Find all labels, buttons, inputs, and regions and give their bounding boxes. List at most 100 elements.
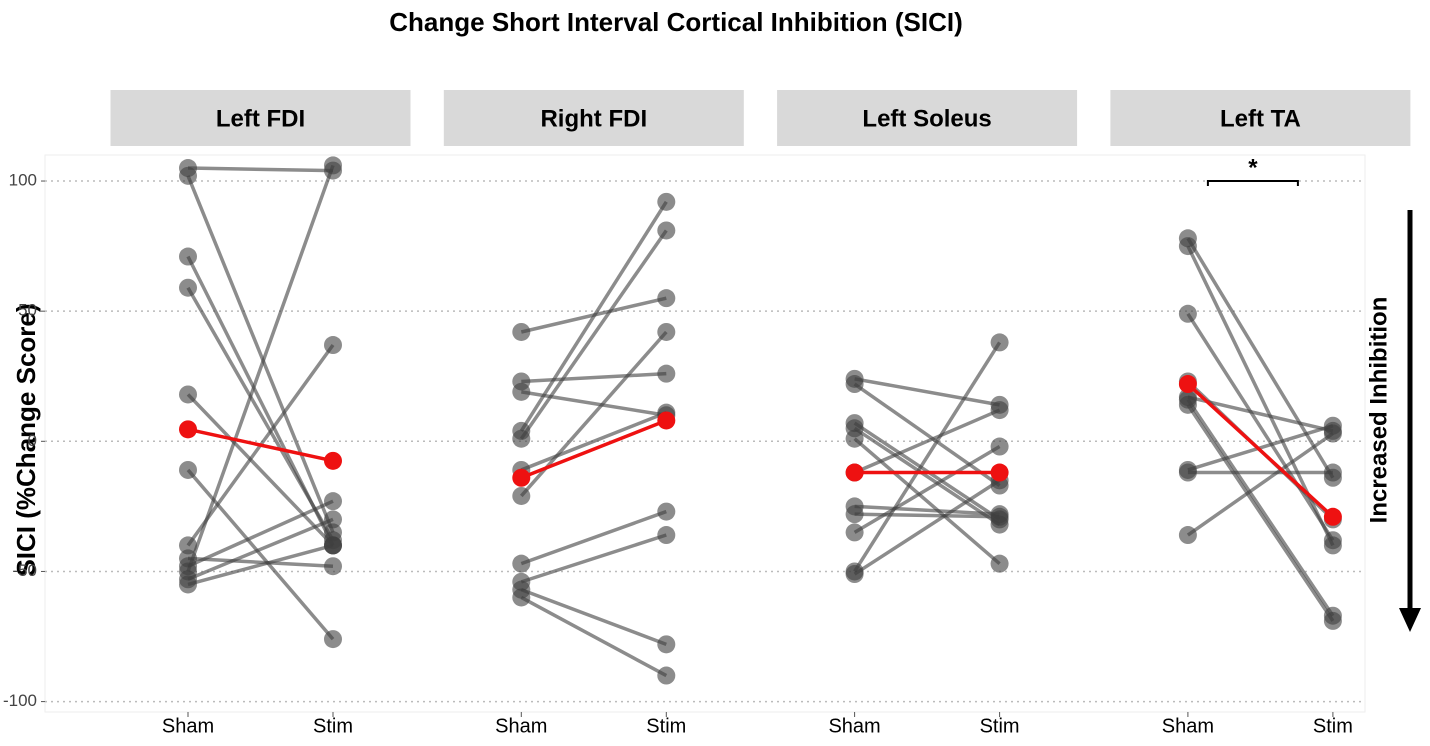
arrow-head [1399,608,1421,632]
subject-line [853,341,1002,573]
strip-label: Left FDI [216,105,305,132]
subject-line [1187,424,1334,472]
mean-point [179,420,197,439]
subject-point [179,536,197,555]
subject-point [845,419,864,438]
subject-point [512,322,531,341]
x-tick-label: Sham [828,715,880,737]
subject-point [657,221,676,240]
subject-point [179,166,197,185]
subject-point [1323,611,1342,630]
strip [110,90,411,146]
subject-line [519,229,668,440]
subject-line [1187,395,1334,433]
subject-point [657,526,676,545]
subject-point [179,278,197,297]
subject-point [845,505,864,524]
x-tick-label: Sham [495,715,547,737]
subject-point [1178,463,1197,482]
subject-point [1178,237,1197,256]
subject-line [853,408,1001,475]
subject-line [186,468,335,641]
strip-label: Right FDI [540,105,647,132]
subject-line [1186,432,1334,537]
subject-point [179,385,197,404]
subject-point [845,565,864,584]
subject-line [853,382,1001,487]
mean-line [1186,382,1335,519]
strip [777,90,1078,146]
subject-line [1186,312,1335,542]
y-tick-label: 50 [18,301,37,320]
subject-line [187,543,334,587]
x-tick-label: Stim [980,715,1020,737]
subject-point [657,666,676,685]
subject-point [179,247,197,266]
subject-point [512,382,531,401]
subject-line [853,437,1001,565]
subject-point [990,554,1009,573]
subject-point [512,588,531,607]
subject-line [854,512,1000,519]
subject-point [657,289,676,308]
subject-line [853,478,1001,576]
mean-point [1323,507,1342,526]
strip [443,90,744,146]
subject-line [853,426,1001,527]
subject-line [520,509,667,566]
subject-point [1323,424,1342,443]
subject-point [512,486,531,505]
subject-line [520,411,667,472]
subject-line [521,371,667,384]
subject-point [1178,395,1197,414]
subject-line [519,200,668,432]
subject-point [1178,304,1197,323]
subject-point [179,575,197,594]
subject-line [186,164,335,573]
significance-label: * [1248,154,1258,181]
subject-point [179,557,197,576]
subject-line [187,556,334,568]
mean-point [990,463,1009,482]
subject-line [1186,237,1335,479]
strip [1110,90,1411,146]
subject-line [186,393,335,547]
y-tick-label: -50 [12,561,37,580]
subject-point [1323,531,1342,550]
subject-line [520,595,668,678]
mean-line [187,427,334,463]
subject-point [324,156,342,175]
x-tick-label: Stim [646,715,686,737]
subject-line [854,377,1000,407]
y-tick-label: -100 [3,691,37,710]
subject-point [657,364,676,383]
subject-line [187,499,334,568]
x-tick-label: Stim [1313,715,1353,737]
subject-line [186,175,335,534]
plot-area [44,154,1366,713]
x-tick-label: Sham [1162,715,1214,737]
subject-line [520,588,667,646]
subject-point [324,492,342,511]
y-tick-label: 100 [9,171,37,190]
subject-point [990,333,1009,352]
subject-point [324,630,342,649]
subject-point [1178,526,1197,545]
subject-line [187,517,334,581]
subject-line [520,533,667,584]
arrow-label: Increased Inhibition [1365,297,1392,524]
subject-point [657,322,676,341]
subject-point [512,554,531,573]
subject-point [1323,463,1342,482]
x-tick-label: Stim [313,715,353,737]
subject-point [657,192,676,211]
subject-line [1186,403,1335,622]
strip-label: Left Soleus [862,105,991,132]
subject-point [324,510,342,529]
subject-point [845,523,864,542]
mean-point [845,463,864,482]
subject-point [324,336,342,355]
subject-point [990,515,1009,534]
subject-point [845,375,864,394]
